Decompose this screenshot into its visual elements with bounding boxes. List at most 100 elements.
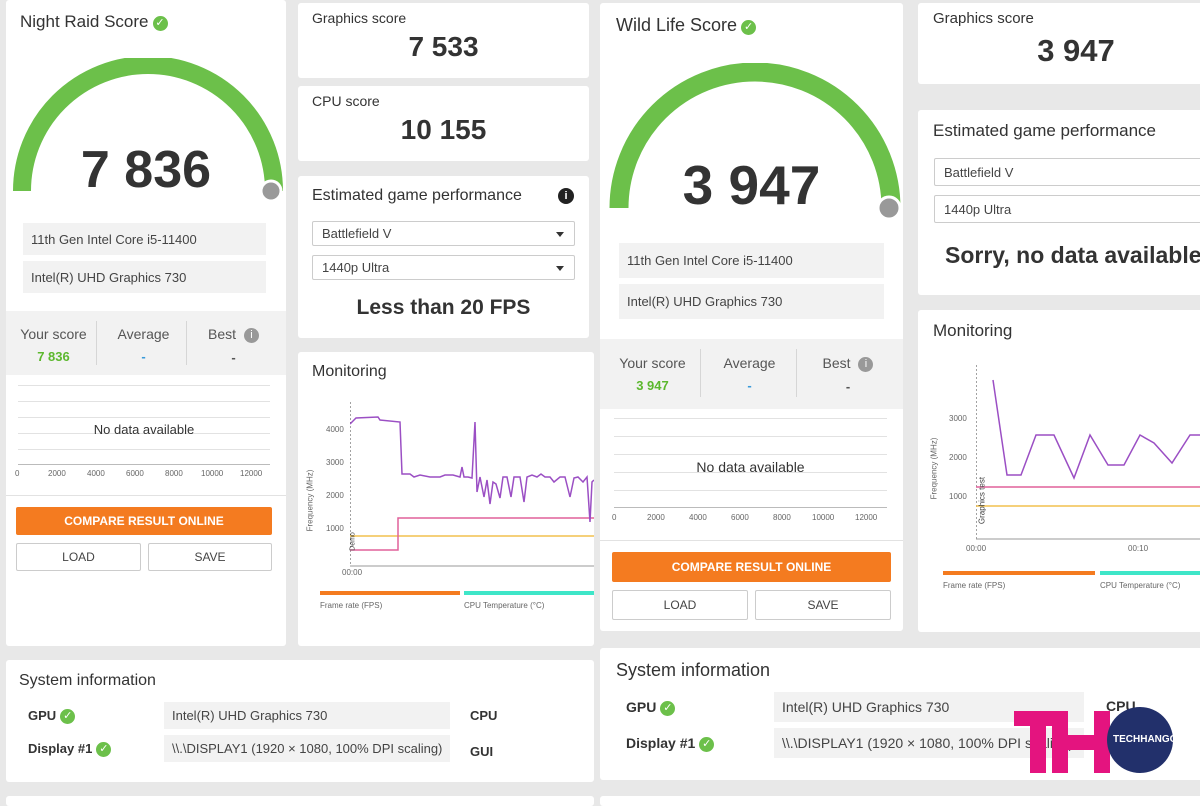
info-icon[interactable]: i <box>558 188 574 204</box>
save-button[interactable]: SAVE <box>148 543 272 571</box>
game-select-value: Battlefield V <box>944 164 1014 180</box>
graphics-score-card: Graphics score 7 533 <box>298 3 589 78</box>
night-raid-score: 7 836 <box>80 141 212 199</box>
best-label: Best <box>208 326 237 342</box>
y-tick: 3000 <box>326 458 344 467</box>
logo-wordmark: TECHHANGOUT <box>1113 734 1191 745</box>
egp-title: Estimated game performance <box>312 187 522 204</box>
x-tick: 10000 <box>812 513 835 522</box>
estimated-game-performance-card: Estimated game performance i Battlefield… <box>298 176 589 338</box>
graphics-score-label: Graphics score <box>933 10 1034 27</box>
y-tick: 1000 <box>949 492 967 501</box>
legend-swatch-cputemp <box>1100 571 1200 575</box>
check-icon: ✓ <box>660 701 676 716</box>
x-tick: 0 <box>15 469 20 478</box>
x-tick: 8000 <box>165 469 183 478</box>
preset-select-value: 1440p Ultra <box>944 201 1012 217</box>
th-logo-mark <box>1014 707 1173 773</box>
gui-label: GUI <box>470 744 494 759</box>
load-button[interactable]: LOAD <box>16 543 141 571</box>
check-icon: ✓ <box>152 16 168 31</box>
wild-life-score-card: Wild Life Score ✓ 3 947 11th Gen Intel Co… <box>600 3 903 631</box>
test-marker-label: Graphics test <box>977 476 987 525</box>
display-label-row: Display #1 ✓ <box>28 741 112 757</box>
cpu-score-card: CPU score 10 155 <box>298 86 589 161</box>
display-value: \\.\DISPLAY1 (1920 × 1080, 100% DPI scal… <box>164 735 450 762</box>
x-tick: 00:00 <box>966 544 987 553</box>
gpu-name-box: Intel(R) UHD Graphics 730 <box>23 261 266 293</box>
average-label: Average <box>723 355 776 371</box>
score-comparison: Your score 3 947 Average - Best i - <box>600 339 903 409</box>
graphics-score-value: 3 947 <box>1037 33 1115 68</box>
legend-cputemp: CPU Temperature (°C) <box>464 601 545 610</box>
info-icon[interactable]: i <box>243 328 259 343</box>
preset-select[interactable]: 1440p Ultra <box>312 255 575 280</box>
check-icon: ✓ <box>699 737 715 752</box>
display-label: Display #1 <box>626 735 696 751</box>
monitoring-title: Monitoring <box>312 363 387 380</box>
x-axis-ticks: 0 2000 4000 6000 8000 10000 12000 <box>15 469 270 481</box>
your-score-stat: Your score 3 947 <box>605 355 700 393</box>
check-icon: ✓ <box>741 20 757 35</box>
graphics-score-label: Graphics score <box>312 10 407 26</box>
y-tick: 2000 <box>949 453 967 462</box>
estimated-game-performance-card: Estimated game performance Battlefield V… <box>918 110 1200 295</box>
wild-life-score: 3 947 <box>682 154 821 216</box>
monitoring-card: Monitoring Frequency (MHz) 3000 2000 100… <box>918 310 1200 632</box>
y-tick: 4000 <box>326 425 344 434</box>
game-select[interactable]: Battlefield V <box>934 158 1200 186</box>
night-raid-title: Night Raid Score <box>20 12 149 31</box>
divider <box>186 321 187 365</box>
x-tick: 4000 <box>87 469 105 478</box>
compare-result-online-button[interactable]: COMPARE RESULT ONLINE <box>16 507 272 535</box>
preset-select-value: 1440p Ultra <box>322 260 390 275</box>
divider <box>700 349 701 397</box>
best-value: - <box>845 379 851 394</box>
no-data-text: No data available <box>696 459 805 475</box>
compare-result-online-button[interactable]: COMPARE RESULT ONLINE <box>612 552 891 582</box>
best-value: - <box>231 350 236 365</box>
score-distribution-chart: No data available <box>18 385 270 465</box>
display-label-row: Display #1 ✓ <box>626 735 715 752</box>
your-score-value: 3 947 <box>636 378 669 393</box>
check-icon: ✓ <box>60 709 76 724</box>
x-tick: 10000 <box>201 469 224 478</box>
no-data-text: No data available <box>93 422 195 437</box>
score-distribution-chart: No data available <box>614 418 887 508</box>
display-label: Display #1 <box>28 741 93 756</box>
gauge-knob <box>876 195 902 221</box>
y-axis-label: Frequency (MHz) <box>929 437 939 500</box>
legend-cputemp: CPU Temperature (°C) <box>1100 581 1181 590</box>
y-tick: 3000 <box>949 414 967 423</box>
game-select[interactable]: Battlefield V <box>312 221 575 246</box>
wild-life-title: Wild Life Score <box>616 15 738 35</box>
caret-down-icon <box>556 265 564 271</box>
x-tick: 6000 <box>731 513 749 522</box>
preset-select[interactable]: 1440p Ultra <box>934 195 1200 223</box>
cpu-clock-line <box>992 379 1200 480</box>
x-tick: 12000 <box>855 513 878 522</box>
your-score-label: Your score <box>619 355 686 371</box>
save-button[interactable]: SAVE <box>755 590 891 620</box>
gpu-label-row: GPU ✓ <box>626 699 676 716</box>
gpu-name-box: Intel(R) UHD Graphics 730 <box>619 284 884 319</box>
cpu-clock-line <box>350 416 594 523</box>
check-icon: ✓ <box>96 742 112 757</box>
x-axis-ticks: 0 2000 4000 6000 8000 10000 12000 <box>612 513 887 525</box>
x-tick: 2000 <box>647 513 665 522</box>
info-icon[interactable]: i <box>858 357 874 372</box>
night-raid-score-card: Night Raid Score ✓ 7 836 11th Gen Intel C… <box>6 0 286 646</box>
y-axis-label: Frequency (MHz) <box>305 469 315 532</box>
x-tick: 00:10 <box>1128 544 1149 553</box>
your-score-label: Your score <box>20 326 87 342</box>
gauge-knob <box>259 179 283 203</box>
divider <box>796 349 797 397</box>
legend-swatch-fps <box>320 591 460 595</box>
average-label: Average <box>117 326 170 342</box>
cpu-name-box: 11th Gen Intel Core i5-11400 <box>23 223 266 255</box>
caret-down-icon <box>556 231 564 237</box>
monitoring-title: Monitoring <box>933 321 1013 340</box>
load-button[interactable]: LOAD <box>612 590 748 620</box>
y-tick: 1000 <box>326 524 344 533</box>
score-comparison: Your score 7 836 Average - Best i - <box>6 311 286 375</box>
